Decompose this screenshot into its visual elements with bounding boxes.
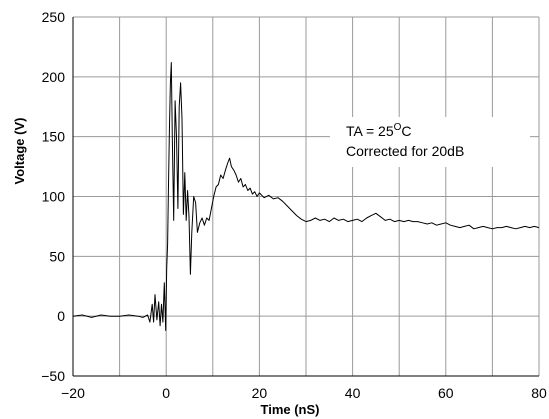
x-tick-label: 40 [345, 385, 361, 401]
y-tick-label: 200 [42, 69, 66, 85]
x-axis-title: Time (nS) [261, 402, 320, 417]
x-tick-label: 20 [252, 385, 268, 401]
x-tick-label: −20 [61, 385, 85, 401]
annotation-degree-o: O [394, 122, 402, 133]
x-tick-label: 80 [531, 385, 547, 401]
y-tick-label: 250 [42, 9, 66, 25]
annotation-ta-suffix: C [401, 123, 411, 139]
annotation-line-2: Corrected for 20dB [346, 143, 464, 159]
x-tick-label: 60 [438, 385, 454, 401]
y-tick-label: −50 [41, 368, 65, 384]
annotation-background [330, 117, 530, 167]
grid [72, 16, 540, 377]
y-tick-label: 0 [57, 308, 65, 324]
y-axis-title: Voltage (V) [12, 118, 27, 185]
x-tick-labels: −20 0 20 40 60 80 [61, 385, 547, 401]
x-tick-label: 0 [162, 385, 170, 401]
annotation-ta-prefix: TA = 25 [346, 123, 394, 139]
y-tick-labels: −50 0 50 100 150 200 250 [41, 9, 65, 384]
y-tick-label: 150 [42, 129, 66, 145]
y-tick-label: 50 [49, 248, 65, 264]
voltage-series-line [72, 62, 540, 331]
annotation-line-1: TA = 25OC [346, 122, 412, 139]
y-tick-label: 100 [42, 189, 66, 205]
